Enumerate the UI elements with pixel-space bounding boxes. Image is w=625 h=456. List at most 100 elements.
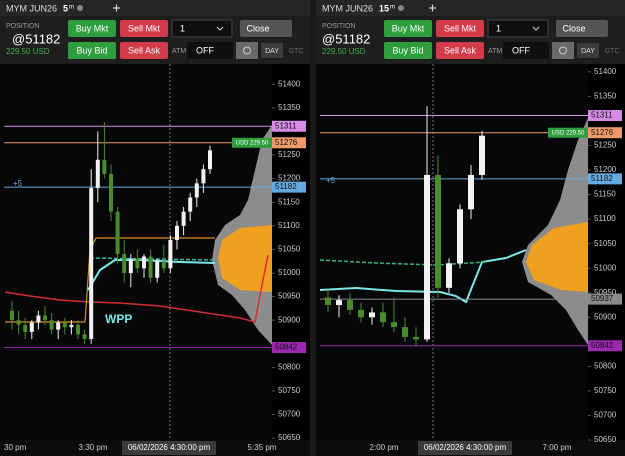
symbol: MYM JUN26 xyxy=(6,3,57,13)
price-tick-label: 50700 xyxy=(278,410,301,419)
price-tag xyxy=(272,137,306,149)
quantity-input[interactable] xyxy=(487,19,549,38)
price-tick-label: 51350 xyxy=(278,103,301,112)
candle-body xyxy=(62,322,67,328)
sell-mkt-button[interactable] xyxy=(436,20,484,37)
buy-mkt-button[interactable] xyxy=(68,20,116,37)
candle-body xyxy=(413,336,419,340)
day-button[interactable] xyxy=(261,43,283,58)
chart-panel: MYM JUN26 15 m POSITION @51182 229.50 US… xyxy=(316,0,625,456)
candle-body xyxy=(95,159,100,189)
candle-body xyxy=(468,174,474,210)
status-dot xyxy=(77,5,83,11)
atm-select[interactable] xyxy=(503,42,549,59)
pnl-tag-label: USD 229.50 xyxy=(552,130,585,136)
price-tick-label: 50750 xyxy=(594,386,617,395)
price-tick-label: 51100 xyxy=(594,214,616,223)
price-tick-label: 51050 xyxy=(594,239,617,248)
day-button[interactable] xyxy=(577,43,599,58)
price-tick-label: 51050 xyxy=(278,245,301,254)
quantity: 1 xyxy=(496,23,501,33)
price-tag xyxy=(588,340,622,352)
atm-label: ATM xyxy=(172,48,186,55)
price-tick-label: 50900 xyxy=(594,312,617,321)
cursor-time: 06/02/2026 4:30:00 pm xyxy=(424,443,507,452)
chevron xyxy=(216,26,224,31)
position-price: @51182 xyxy=(12,31,60,46)
gtc-label: GTC xyxy=(605,48,620,55)
buy-mkt-label: Buy Mkt xyxy=(76,23,109,33)
interval: 15 xyxy=(379,3,389,13)
candle-body xyxy=(402,327,408,337)
position-label: POSITION xyxy=(322,23,355,30)
close-button[interactable] xyxy=(556,20,608,37)
price-tag-label: 51311 xyxy=(591,111,613,120)
candle-body xyxy=(435,174,441,288)
settings-button[interactable] xyxy=(236,42,258,59)
close-button[interactable] xyxy=(240,20,292,37)
buy-bid-button[interactable] xyxy=(384,42,432,59)
day-label: DAY xyxy=(581,48,595,55)
add-tab[interactable] xyxy=(429,4,436,12)
atm-label: ATM xyxy=(488,48,502,55)
time-label: 3:30 pm xyxy=(79,443,108,452)
candle-body xyxy=(181,211,186,226)
indicator-line xyxy=(319,259,487,266)
price-tick-label: 51200 xyxy=(594,165,617,174)
atm-select[interactable] xyxy=(187,42,233,59)
candle-body xyxy=(148,256,153,278)
quantity: 1 xyxy=(180,23,185,33)
price-tick-label: 50750 xyxy=(278,386,301,395)
atm-value: OFF xyxy=(196,45,214,55)
candle-body xyxy=(36,315,41,323)
time-label: 7:00 pm xyxy=(543,443,572,452)
candle-body xyxy=(49,320,54,330)
candle-body xyxy=(446,263,452,288)
interval-unit: m xyxy=(390,5,395,11)
buy-mkt-button[interactable] xyxy=(384,20,432,37)
sell-ask-label: Sell Ask xyxy=(128,45,161,55)
sell-ask-button[interactable] xyxy=(120,42,168,59)
candle-body xyxy=(82,334,87,340)
price-tick-label: 51250 xyxy=(278,150,301,159)
price-tick-label: 50700 xyxy=(594,411,617,420)
price-tag-label: 51182 xyxy=(591,174,613,183)
candle-body xyxy=(43,315,47,321)
price-tick-label: 50650 xyxy=(594,435,617,444)
candle-body xyxy=(122,254,127,273)
settings-button[interactable] xyxy=(552,42,574,59)
study-label: WPP xyxy=(105,312,132,326)
price-tick-label: 50950 xyxy=(278,292,301,301)
price-tick-label: 51400 xyxy=(594,67,617,76)
price-tag-label: 50842 xyxy=(275,343,298,352)
candle-body xyxy=(10,310,14,321)
quantity-input[interactable] xyxy=(171,19,233,38)
buy-mkt-label: Buy Mkt xyxy=(392,23,425,33)
price-tag-label: 51276 xyxy=(275,138,298,147)
status-dot xyxy=(398,5,404,11)
candle-body xyxy=(457,209,463,264)
candle-body xyxy=(16,320,21,325)
atm-value: OFF xyxy=(512,45,530,55)
sell-ask-label: Sell Ask xyxy=(444,45,477,55)
offset-label: +5 xyxy=(13,179,23,188)
candle-body xyxy=(347,300,353,310)
buy-bid-label: Buy Bid xyxy=(76,45,107,55)
buy-bid-button[interactable] xyxy=(68,42,116,59)
price-tag-label: 51182 xyxy=(275,182,297,191)
value-area xyxy=(218,225,272,292)
price-tick-label: 50650 xyxy=(278,433,301,442)
pnl-tag-label: USD 229.50 xyxy=(236,140,269,146)
candle-body xyxy=(188,197,193,212)
candle-body xyxy=(135,258,140,269)
cursor-time-box xyxy=(122,441,216,455)
candle-body xyxy=(142,256,146,269)
candle-body xyxy=(23,324,28,332)
candle-body xyxy=(175,225,179,240)
vwap-line xyxy=(319,249,527,304)
add-tab[interactable] xyxy=(113,4,120,12)
candle-body xyxy=(76,324,80,335)
sell-mkt-button[interactable] xyxy=(120,20,168,37)
day-label: DAY xyxy=(265,48,279,55)
sell-ask-button[interactable] xyxy=(436,42,484,59)
